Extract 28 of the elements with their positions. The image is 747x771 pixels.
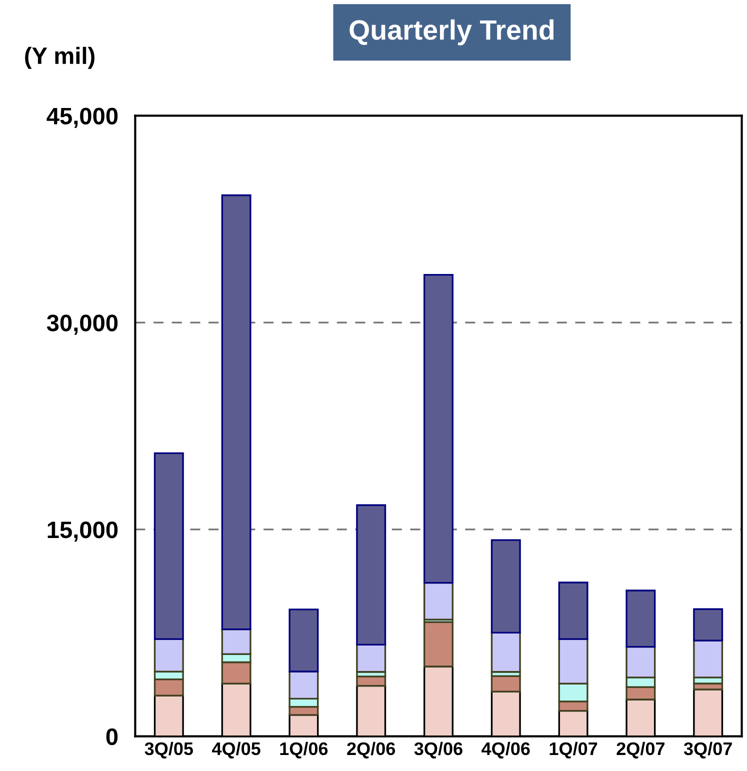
bar [221, 194, 252, 630]
y-tick-label: 15,000 [48, 521, 118, 542]
y-axis-title: (Y mil) [25, 46, 94, 69]
bar [490, 632, 521, 673]
x-tick-label: 1Q/06 [280, 742, 328, 758]
y-tick-label: 30,000 [46, 314, 118, 335]
bar [424, 621, 454, 668]
x-tick-label: 4Q/06 [482, 742, 530, 758]
x-tick-label: 4Q/05 [212, 742, 260, 758]
bar [490, 539, 521, 634]
bar [558, 582, 588, 640]
bar [356, 504, 386, 646]
chart-title: Quarterly Trend [350, 19, 554, 46]
x-tick-label: 3Q/06 [414, 742, 462, 758]
bar [424, 274, 454, 584]
x-tick-label: 2Q/06 [347, 742, 396, 758]
bar [490, 675, 521, 692]
y-tick-label: 0 [106, 728, 118, 746]
bar [288, 608, 319, 672]
x-tick-label: 2Q/07 [616, 742, 664, 758]
x-tick-label: 3Q/05 [144, 742, 193, 758]
bar [693, 608, 724, 642]
bar [424, 582, 454, 620]
y-tick-label: 45,000 [46, 108, 118, 128]
bar [154, 452, 184, 640]
x-tick-label: 3Q/07 [684, 742, 732, 758]
bar [626, 590, 656, 648]
x-tick-label: 1Q/07 [550, 742, 598, 758]
